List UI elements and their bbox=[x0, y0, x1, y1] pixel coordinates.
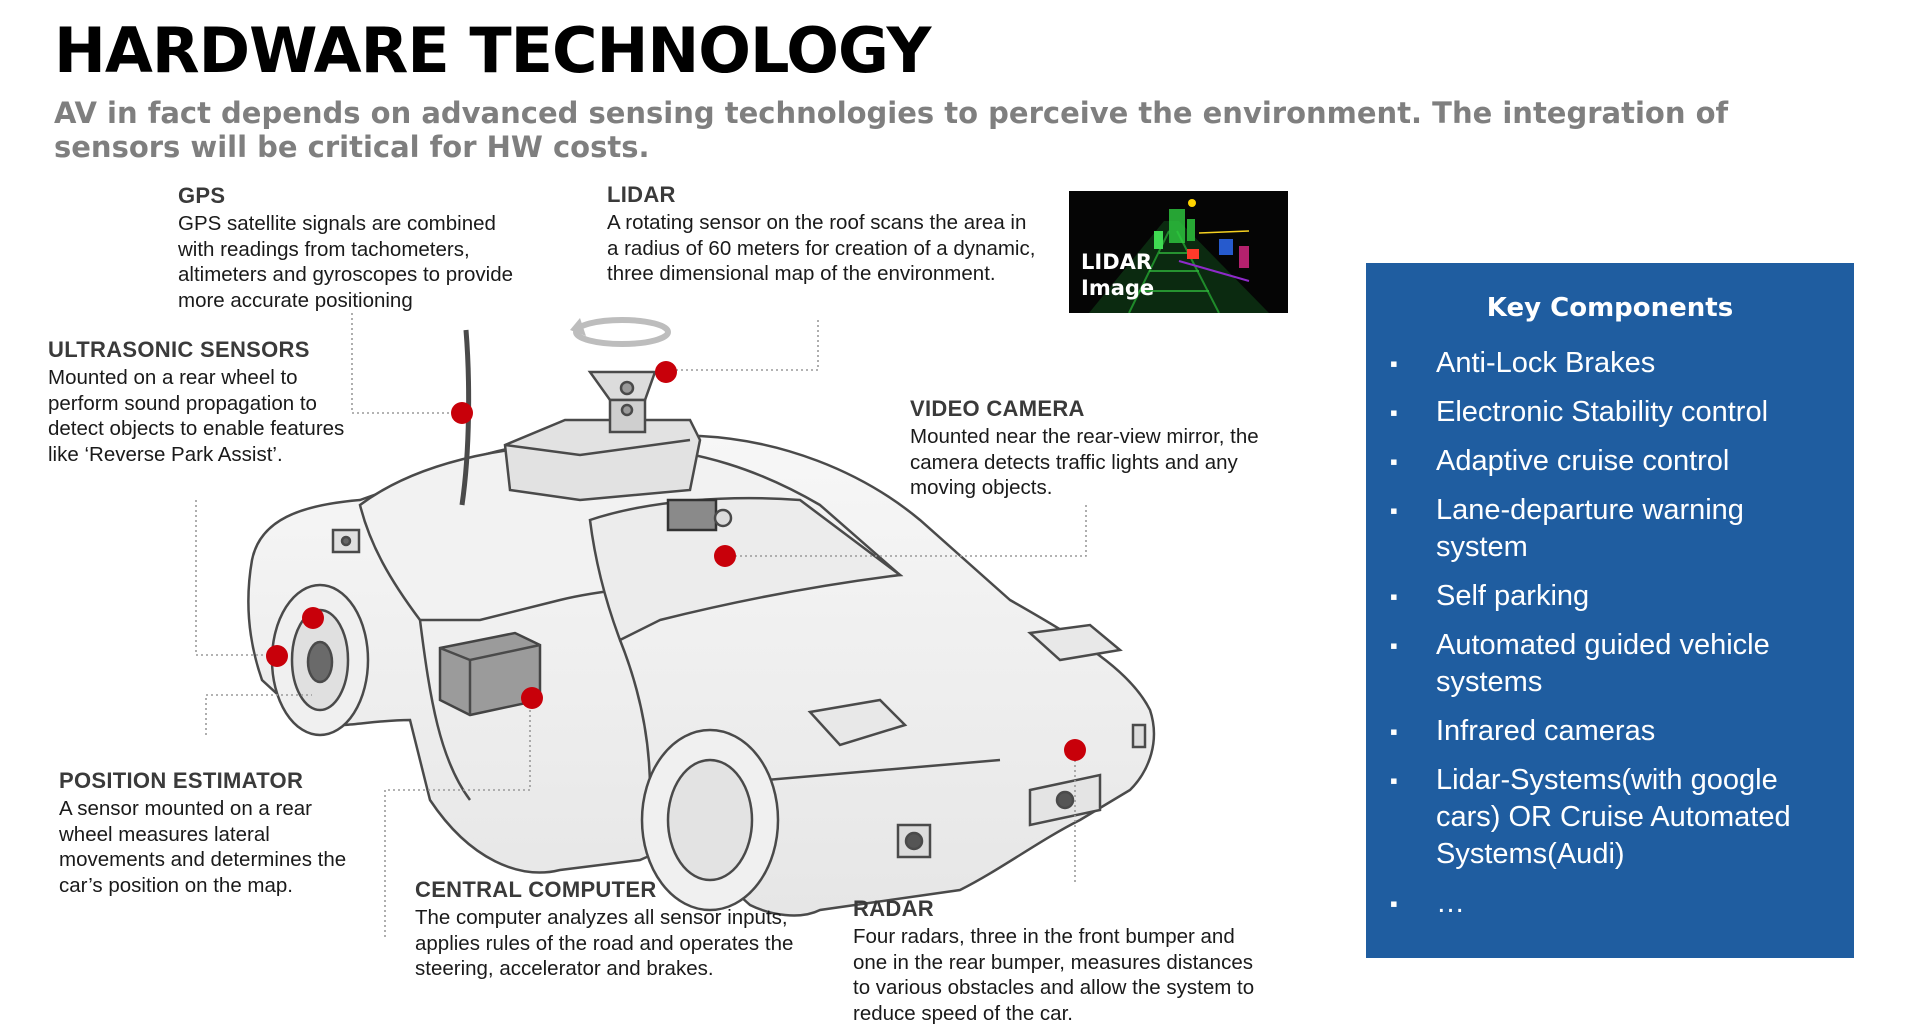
computer-description: The computer analyzes all sensor inputs,… bbox=[415, 906, 794, 980]
marker-radar bbox=[1064, 739, 1086, 761]
radar-description: Four radars, three in the front bumper a… bbox=[853, 925, 1255, 1025]
ultrasonic-heading: ULTRASONIC SENSORS bbox=[48, 337, 310, 362]
lidar-heading: LIDAR bbox=[607, 182, 676, 207]
marker-video bbox=[714, 545, 736, 567]
bullet-icon: ▪ bbox=[1390, 768, 1398, 793]
position-heading: POSITION ESTIMATOR bbox=[59, 768, 304, 793]
lidar-image: LIDAR Image bbox=[1069, 191, 1288, 313]
list-item: ▪ Lane-departure warning system bbox=[1390, 492, 1834, 566]
marker-gps bbox=[451, 402, 473, 424]
sensor-markers bbox=[266, 361, 1086, 761]
marker-lidar bbox=[655, 361, 677, 383]
list-item-text: Lidar-Systems(with google cars) OR Cruis… bbox=[1436, 764, 1791, 870]
list-item: ▪ Anti-Lock Brakes bbox=[1390, 345, 1834, 382]
ultrasonic-description: Mounted on a rear wheel to perform sound… bbox=[48, 366, 345, 466]
video-description: Mounted near the rear-view mirror, the c… bbox=[910, 425, 1259, 499]
list-item-text: Infrared cameras bbox=[1436, 715, 1656, 747]
position-description: A sensor mounted on a rear wheel measure… bbox=[59, 797, 347, 897]
marker-ultrasonic bbox=[266, 645, 288, 667]
gps-description: GPS satellite signals are combined with … bbox=[178, 212, 514, 312]
lidar-image-caption: LIDAR Image bbox=[1081, 250, 1155, 300]
key-components-list: ▪ Anti-Lock Brakes ▪ Electronic Stability … bbox=[1366, 345, 1854, 922]
label-ultrasonic: ULTRASONIC SENSORS Mounted on a rear whe… bbox=[48, 337, 353, 467]
bullet-icon: ▪ bbox=[1390, 351, 1398, 376]
bullet-icon: ▪ bbox=[1390, 891, 1398, 916]
computer-heading: CENTRAL COMPUTER bbox=[415, 877, 657, 902]
list-item-text: Automated guided vehicle systems bbox=[1436, 629, 1770, 698]
list-item-text: Lane-departure warning system bbox=[1436, 494, 1744, 563]
bullet-icon: ▪ bbox=[1390, 400, 1398, 425]
gps-heading: GPS bbox=[178, 183, 226, 208]
label-radar: RADAR Four radars, three in the front bu… bbox=[853, 896, 1273, 1026]
list-item: ▪ Adaptive cruise control bbox=[1390, 443, 1834, 480]
bullet-icon: ▪ bbox=[1390, 449, 1398, 474]
video-heading: VIDEO CAMERA bbox=[910, 396, 1085, 421]
label-central-computer: CENTRAL COMPUTER The computer analyzes a… bbox=[415, 877, 815, 982]
list-item: ▪… bbox=[1390, 885, 1834, 922]
bullet-icon: ▪ bbox=[1390, 584, 1398, 609]
marker-computer bbox=[521, 687, 543, 709]
list-item-text: Electronic Stability control bbox=[1436, 396, 1769, 428]
lidar-point-cloud bbox=[1069, 191, 1288, 313]
key-components-title: Key Components bbox=[1486, 293, 1734, 323]
list-item-text: … bbox=[1436, 887, 1465, 919]
list-item: ▪ Infrared cameras bbox=[1390, 713, 1834, 750]
list-item-text: Self parking bbox=[1436, 580, 1590, 612]
bullet-icon: ▪ bbox=[1390, 633, 1398, 658]
page-subtitle: AV in fact depends on advanced sensing t… bbox=[54, 96, 1729, 164]
car-illustration bbox=[247, 329, 1156, 917]
label-gps: GPS GPS satellite signals are combined w… bbox=[178, 183, 538, 313]
list-item-text: Anti-Lock Brakes bbox=[1436, 347, 1656, 379]
label-position-estimator: POSITION ESTIMATOR A sensor mounted on a… bbox=[59, 768, 359, 898]
list-item: ▪ Self parking bbox=[1390, 578, 1834, 615]
list-item: ▪ Lidar-Systems(with google cars) OR Crui… bbox=[1390, 762, 1834, 873]
label-lidar: LIDAR A rotating sensor on the roof scan… bbox=[607, 182, 1037, 287]
marker-position bbox=[302, 607, 324, 629]
page-title: HARDWARE TECHNOLOGY bbox=[54, 14, 931, 87]
rotation-arrow-icon bbox=[570, 317, 671, 347]
list-item-text: Adaptive cruise control bbox=[1436, 445, 1730, 477]
key-components-panel: Key Components ▪ Anti-Lock Brakes ▪ Electr… bbox=[1366, 263, 1854, 958]
radar-heading: RADAR bbox=[853, 896, 934, 921]
bullet-icon: ▪ bbox=[1390, 498, 1398, 523]
lidar-description: A rotating sensor on the roof scans the … bbox=[607, 211, 1036, 285]
list-item: ▪ Electronic Stability control bbox=[1390, 394, 1834, 431]
list-item: ▪ Automated guided vehicle systems bbox=[1390, 627, 1834, 701]
leader-lines bbox=[195, 313, 1087, 940]
label-video-camera: VIDEO CAMERA Mounted near the rear-view … bbox=[910, 396, 1300, 501]
bullet-icon: ▪ bbox=[1390, 719, 1398, 744]
